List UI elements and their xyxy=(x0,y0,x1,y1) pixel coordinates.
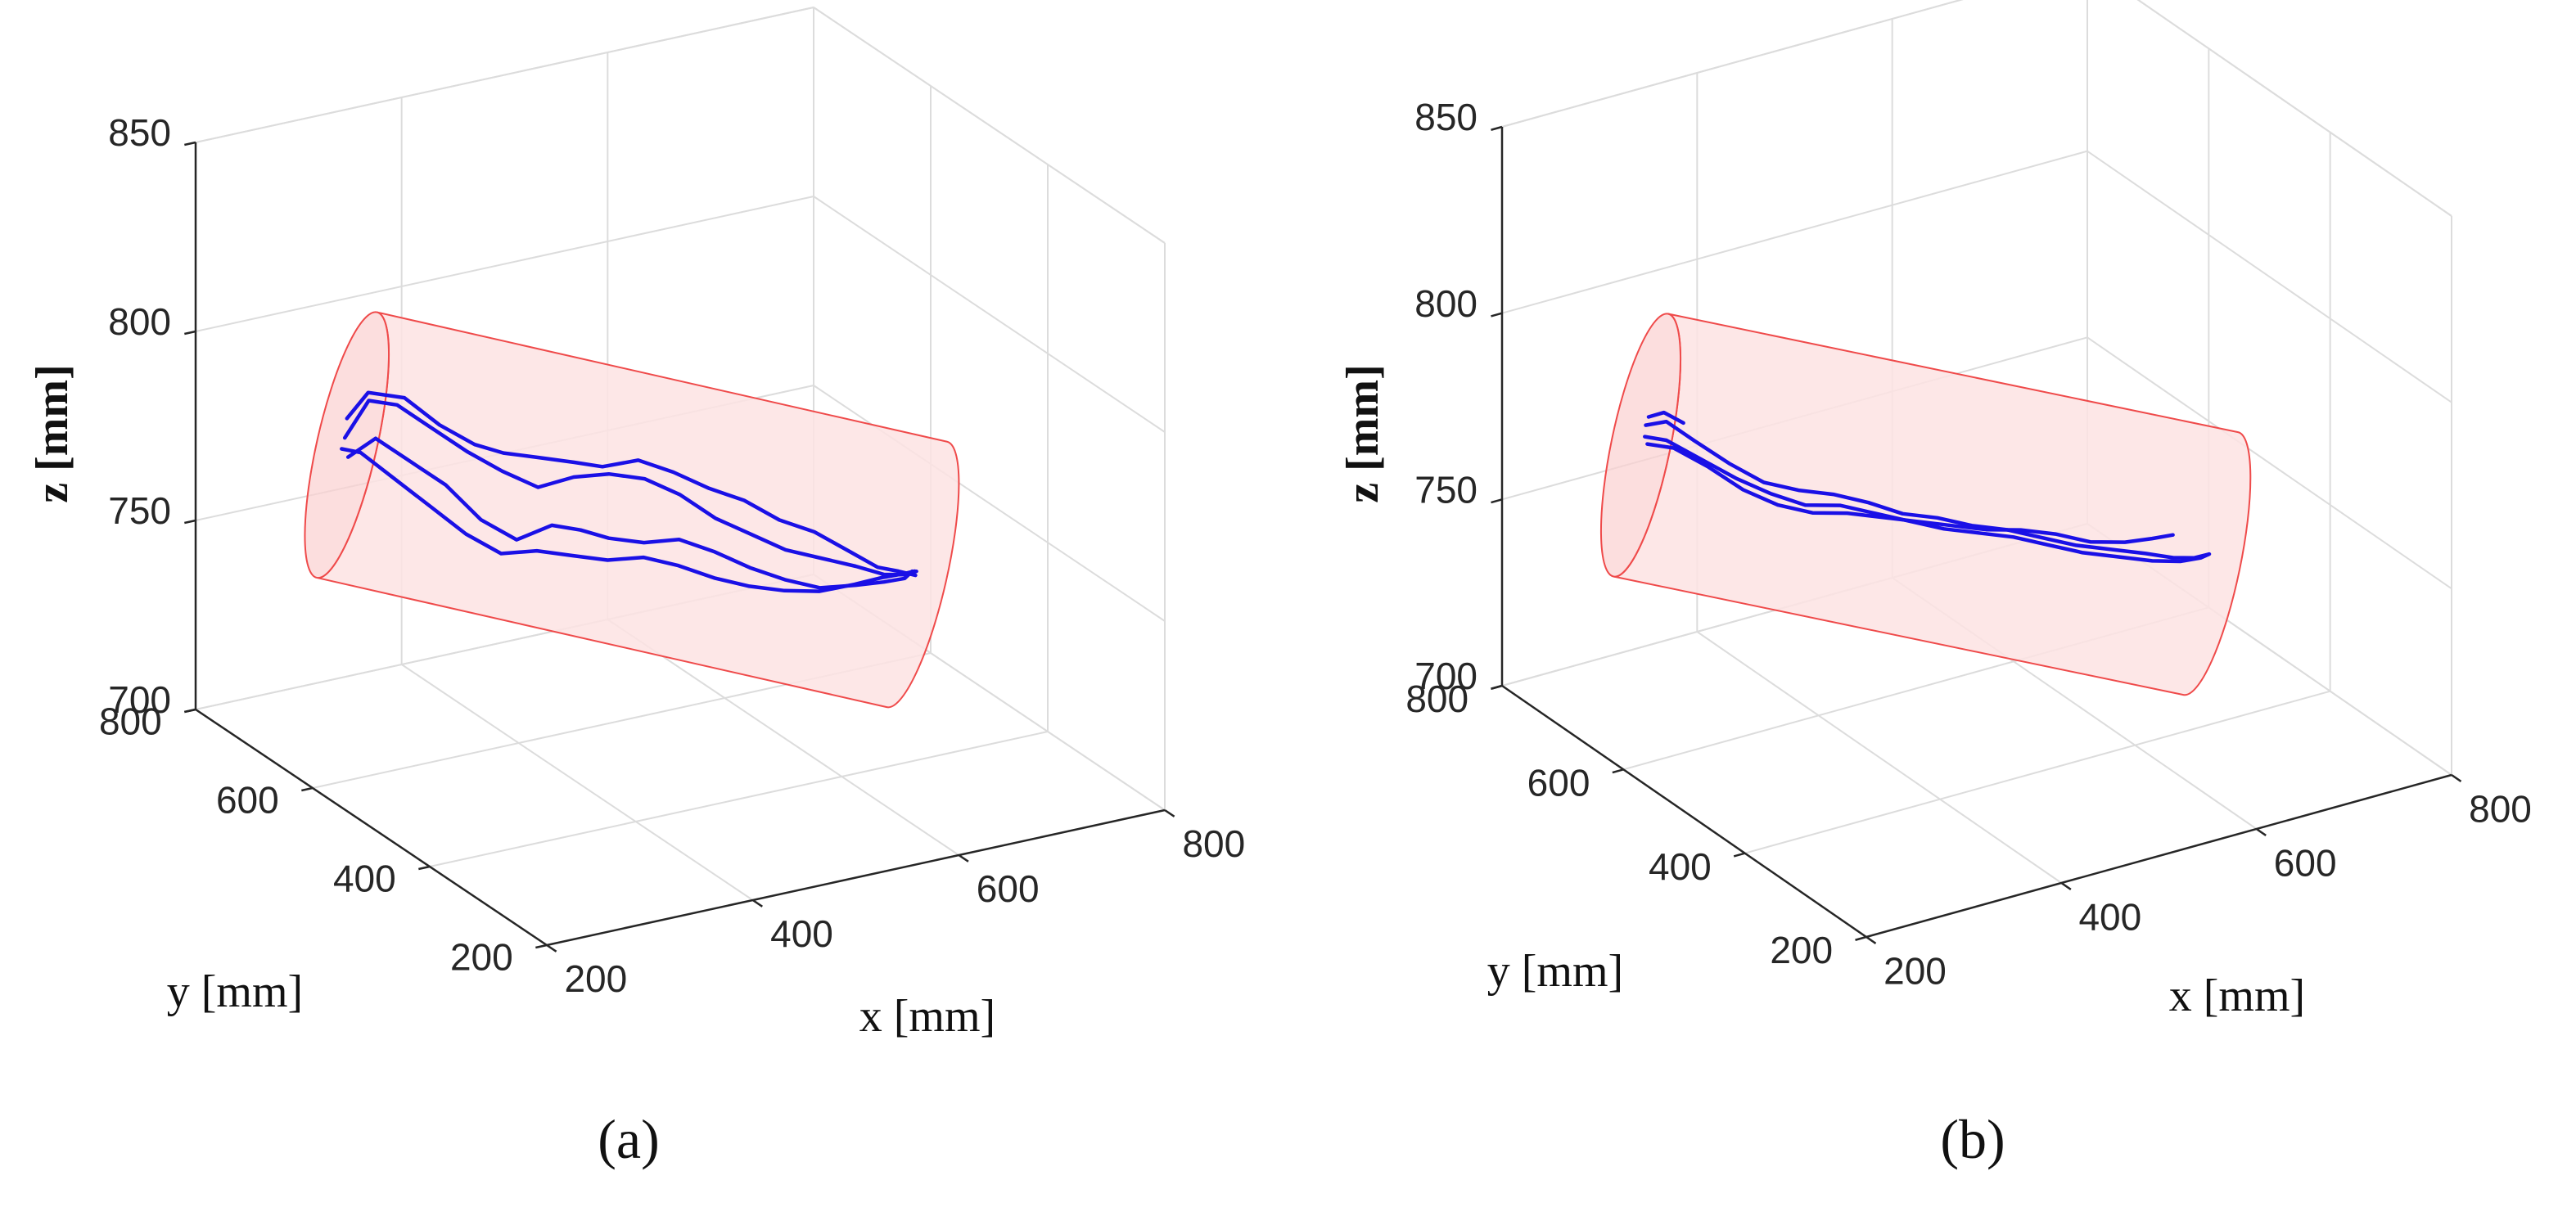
panel-b-grid-sidewall-z xyxy=(2087,150,2452,403)
panel-b-x-tick xyxy=(1865,935,1877,944)
panel-a-cylinder xyxy=(304,311,960,709)
panel-b-trajectory-4 xyxy=(1646,410,1685,426)
panel-b-grid-top-side-edge xyxy=(2136,0,2452,217)
panel-a-x-tick-label: 600 xyxy=(977,867,1040,910)
panel-b-y-tick xyxy=(1612,768,1624,774)
panel-a-y-tick-label: 400 xyxy=(333,858,396,900)
panel-a-grid-floor-y xyxy=(429,731,1049,867)
panel-a-x-axis-line xyxy=(546,808,1166,947)
panel-a-x-tick xyxy=(1164,808,1175,817)
panel-b-y-axis-label: y [mm] xyxy=(1487,946,1623,997)
panel-b-z-tick xyxy=(1491,684,1503,690)
panel-b-grid-sidewall-z xyxy=(2087,336,2452,590)
panel-a-z-tick xyxy=(184,330,196,336)
panel-a-caption: (a) xyxy=(598,1108,659,1170)
panel-a-y-tick-label: 800 xyxy=(99,700,162,743)
panel-a-x-axis-label: x [mm] xyxy=(859,991,995,1042)
panel-b-z-tick xyxy=(1491,312,1503,318)
panel-b-z-tick-label: 700 xyxy=(1414,655,1477,697)
panel-b-y-tick-label: 400 xyxy=(1649,845,1712,888)
panel-b-grid-top-back-edge xyxy=(1501,0,1964,128)
panel-b-x-tick xyxy=(2255,827,2267,836)
panel-b-x-tick-label: 200 xyxy=(1884,949,1947,992)
panel-b-z-tick-label: 800 xyxy=(1414,282,1477,325)
panel-a-z-tick-label: 750 xyxy=(108,489,171,532)
panel-b-z-tick xyxy=(1491,498,1503,504)
panel-a-z-tick xyxy=(184,519,196,525)
panel-a-grid-top-back-edge xyxy=(195,7,814,143)
panel-b-grid-backwall-z xyxy=(1501,150,2088,314)
panel-b-x-tick xyxy=(2451,773,2462,782)
panel-b-cylinder xyxy=(1599,313,2252,696)
panel-b-caption: (b) xyxy=(1940,1108,2005,1170)
panel-b-y-tick-label: 800 xyxy=(1405,678,1468,720)
panel-b-z-axis-label: z [mm] xyxy=(1338,364,1388,502)
panel-a-x-tick-label: 400 xyxy=(770,912,833,955)
panel-b-z-tick-label: 750 xyxy=(1414,468,1477,511)
panel-a-grid-backwall-z xyxy=(195,196,814,332)
panel-b-x-axis-line xyxy=(1865,773,2452,939)
panel-b-grid-floor-x xyxy=(1696,631,2062,884)
panel-b-trajectories xyxy=(1643,410,2212,564)
panel-b-y-axis-line xyxy=(1501,684,1867,939)
panel-b-z-tick-label: 850 xyxy=(1414,96,1477,138)
panel-a-trajectories xyxy=(340,390,918,593)
panel-a-z-tick-label: 800 xyxy=(108,300,171,343)
panel-a-trajectory-4 xyxy=(340,447,917,593)
panel-a-z-tick-label: 700 xyxy=(108,678,171,721)
panel-b-x-tick-label: 800 xyxy=(2469,787,2532,830)
panel-a-y-tick xyxy=(535,944,548,949)
panel-a-y-axis-line xyxy=(195,708,548,947)
panel-b-x-tick-label: 600 xyxy=(2274,841,2337,884)
panel-a-z-tick xyxy=(184,708,196,714)
panel-a-z-axis-label: z [mm] xyxy=(27,364,78,502)
panel-a-z-tick xyxy=(184,141,196,146)
panel-b-y-tick xyxy=(1855,935,1867,941)
panel-a-x-tick xyxy=(958,853,969,862)
panel-a-trajectory-2 xyxy=(342,399,918,577)
panel-a-x-tick xyxy=(751,898,763,908)
panel-a-grid-sidewall-z xyxy=(813,196,1166,433)
panel-a-axes xyxy=(184,141,1175,953)
panel-b-trajectory-2 xyxy=(1643,435,2212,564)
panel-a-grid-floor-x xyxy=(607,619,959,856)
panel-a-x-tick-label: 200 xyxy=(564,957,627,1000)
panel-a-x-tick xyxy=(546,944,557,953)
panel-a-y-axis-label: y [mm] xyxy=(167,966,303,1017)
panel-a-y-tick-label: 200 xyxy=(450,936,513,979)
panel-a-grid-top-side-edge xyxy=(813,7,1166,244)
panel-b-y-tick xyxy=(1733,852,1746,858)
panel-b-x-tick-label: 400 xyxy=(2078,895,2141,938)
panel-b-x-tick xyxy=(2060,881,2072,890)
panel-a-z-tick-label: 850 xyxy=(108,111,171,154)
panel-a-grid-floor-x xyxy=(401,664,754,901)
panel-b-x-axis-label: x [mm] xyxy=(2169,971,2305,1021)
panel-b-y-tick-label: 200 xyxy=(1770,929,1833,971)
panel-a-trajectory-1 xyxy=(345,390,918,578)
panel-b-z-tick xyxy=(1491,125,1503,131)
panel-a-y-tick-label: 600 xyxy=(216,779,279,822)
panel-b-axes xyxy=(1491,125,2462,944)
panel-a-cylinder-start-cap xyxy=(304,311,390,579)
panel-b-cylinder-start-cap xyxy=(1599,313,1682,578)
panel-a-x-tick-label: 800 xyxy=(1182,822,1245,865)
panel-b-y-tick-label: 600 xyxy=(1527,761,1590,804)
panel-a-y-tick xyxy=(301,786,314,792)
panel-b-trajectory-1 xyxy=(1644,419,2211,560)
panel-b-trajectory-3 xyxy=(1645,442,2175,544)
panel-a-y-tick xyxy=(418,865,431,871)
panel-b-grid-floor-y xyxy=(1744,690,2330,854)
